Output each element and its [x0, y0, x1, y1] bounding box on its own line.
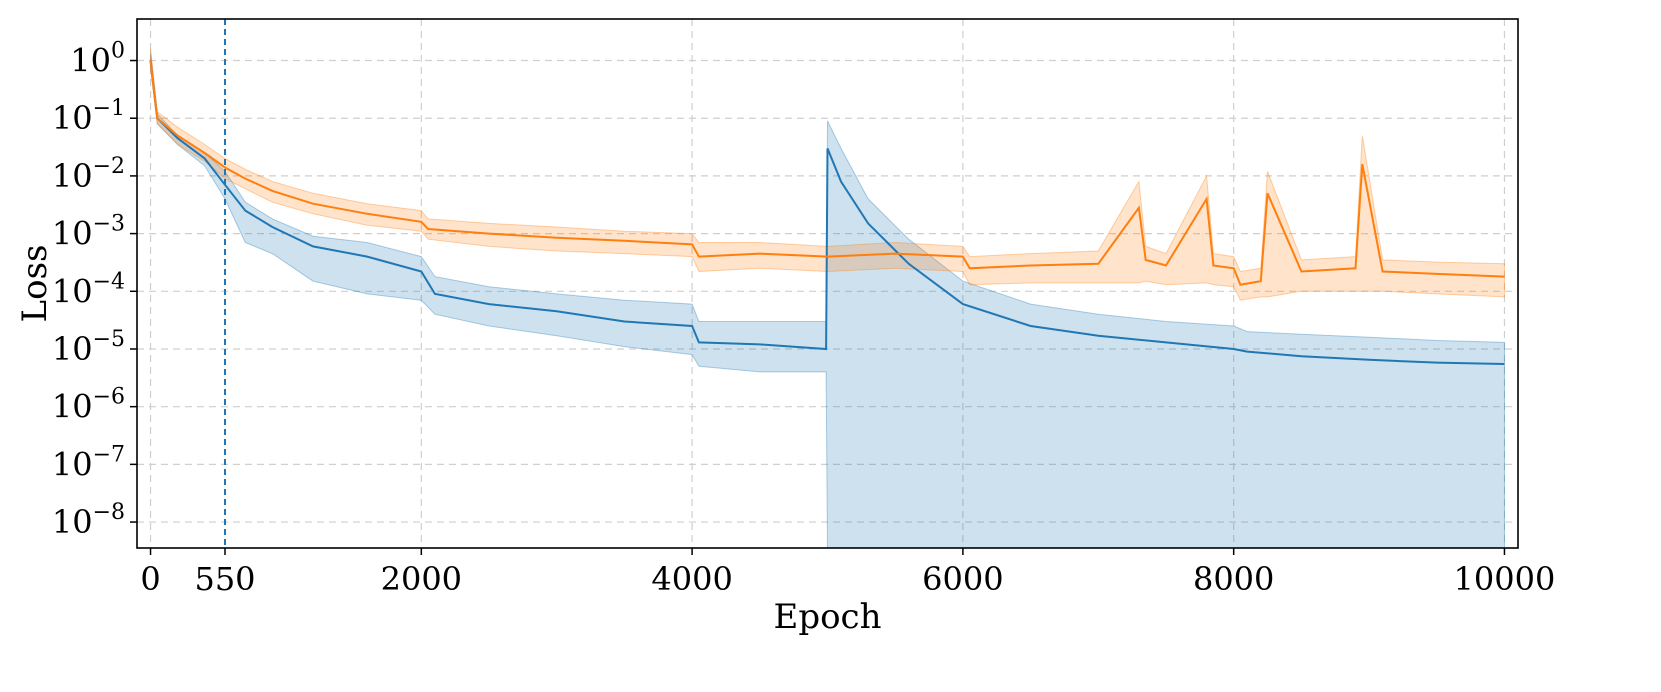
y-tick-label: 100	[70, 39, 125, 80]
confidence-bands	[150, 48, 1505, 548]
x-tick-label: 550	[194, 560, 255, 598]
x-axis-ticks: 0 550 2000 4000 6000 8000 10000	[140, 548, 1555, 598]
series-band-0	[150, 50, 1505, 548]
y-tick-label: 10−2	[52, 154, 125, 195]
x-axis-title: Epoch	[774, 597, 882, 637]
x-tick-label: 4000	[651, 560, 732, 598]
series-band-1	[150, 48, 1505, 301]
series-lines	[149, 60, 1505, 365]
x-tick-label: 2000	[381, 560, 462, 598]
series-line-0	[149, 60, 1505, 365]
x-tick-label: 10000	[1454, 560, 1556, 598]
series-line-1	[149, 60, 1505, 286]
y-axis-ticks: 100 10−1 10−2 10−3 10−4 10−5 10−6 10−7 10−8	[52, 39, 137, 541]
axes-frame	[136, 18, 1519, 549]
y-tick-label: 10−7	[52, 442, 125, 483]
x-tick-label: 8000	[1193, 560, 1274, 598]
y-tick-label: 10−1	[52, 96, 125, 137]
y-axis-title: Loss	[15, 245, 55, 323]
x-tick-label: 0	[140, 560, 160, 598]
y-tick-label: 10−8	[52, 500, 125, 541]
x-tick-label: 6000	[922, 560, 1003, 598]
y-tick-label: 10−3	[52, 212, 125, 253]
y-tick-label: 10−6	[52, 385, 125, 426]
y-tick-label: 10−4	[52, 269, 125, 310]
y-tick-label: 10−5	[52, 327, 125, 368]
